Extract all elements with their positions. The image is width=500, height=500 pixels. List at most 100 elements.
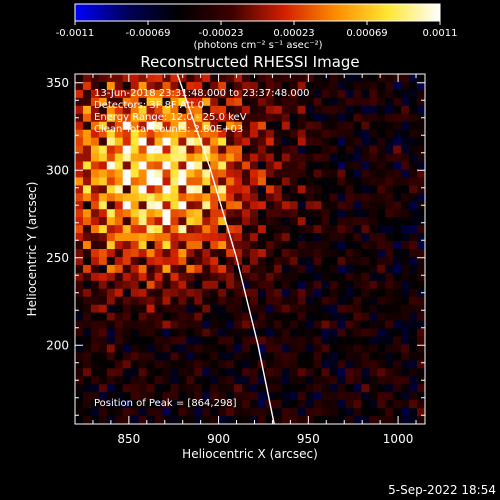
heatmap-cell — [297, 344, 306, 353]
heatmap-cell — [289, 384, 299, 393]
heatmap-cell — [393, 376, 402, 385]
heatmap-cell — [106, 264, 116, 274]
heatmap-cell — [242, 256, 251, 266]
heatmap-cell — [226, 360, 235, 369]
heatmap-cell — [234, 376, 243, 385]
heatmap-cell — [202, 241, 211, 250]
heatmap-cell — [234, 352, 243, 361]
heatmap-cell — [297, 193, 306, 202]
heatmap-cell — [218, 193, 227, 202]
heatmap-cell — [337, 352, 346, 361]
heatmap-cell — [369, 121, 378, 130]
heatmap-cell — [178, 264, 187, 274]
heatmap-cell — [417, 416, 425, 424]
heatmap-cell — [106, 328, 116, 337]
heatmap-cell — [257, 113, 267, 123]
heatmap-cell — [138, 137, 147, 146]
heatmap-cell — [353, 288, 362, 298]
heatmap-cell — [114, 384, 124, 393]
heatmap-cell — [393, 320, 402, 329]
heatmap-cell — [90, 129, 100, 138]
heatmap-cell — [273, 153, 283, 162]
heatmap-cell — [257, 241, 267, 250]
heatmap-cell — [106, 193, 116, 202]
heatmap-cell — [313, 97, 322, 107]
heatmap-cell — [130, 249, 139, 258]
heatmap-cell — [122, 296, 131, 305]
heatmap-cell — [313, 344, 322, 353]
heatmap-cell — [353, 368, 362, 377]
heatmap-cell — [170, 249, 179, 258]
heatmap-cell — [265, 241, 275, 250]
heatmap-cell — [417, 249, 425, 258]
heatmap-cell — [393, 360, 402, 369]
heatmap-cell — [281, 129, 291, 138]
heatmap-cell — [130, 193, 139, 202]
heatmap-cell — [162, 320, 171, 329]
heatmap-cell — [361, 328, 370, 337]
heatmap-cell — [138, 169, 147, 178]
heatmap-cell — [106, 145, 116, 154]
heatmap-cell — [202, 137, 211, 146]
heatmap-cell — [114, 360, 124, 369]
heatmap-cell — [218, 145, 227, 154]
heatmap-cell — [154, 209, 163, 218]
heatmap-cell — [361, 344, 370, 353]
heatmap-cell — [210, 288, 219, 298]
heatmap-cell — [130, 121, 139, 130]
heatmap-cell — [130, 272, 139, 282]
heatmap-cell — [369, 376, 378, 385]
heatmap-cell — [210, 137, 219, 146]
heatmap-cell — [289, 304, 299, 313]
heatmap-cell — [242, 137, 251, 146]
heatmap-cell — [162, 177, 171, 186]
heatmap-cell — [154, 97, 163, 107]
heatmap-cell — [401, 185, 410, 194]
heatmap-cell — [361, 74, 370, 83]
heatmap-cell — [162, 344, 171, 353]
heatmap-cell — [369, 74, 378, 83]
heatmap-cell — [409, 280, 418, 290]
heatmap-cell — [353, 400, 362, 409]
heatmap-cell — [202, 376, 211, 385]
heatmap-cell — [329, 360, 338, 369]
heatmap-cell — [170, 137, 179, 146]
heatmap-cell — [75, 233, 84, 242]
heatmap-cell — [202, 97, 211, 107]
heatmap-cell — [321, 296, 330, 305]
heatmap-cell — [218, 344, 227, 353]
heatmap-cell — [178, 272, 187, 282]
heatmap-cell — [377, 352, 386, 361]
heatmap-cell — [90, 336, 100, 345]
heatmap-cell — [234, 113, 243, 123]
heatmap-cell — [162, 272, 171, 282]
heatmap-cell — [321, 74, 330, 83]
heatmap-cell — [345, 320, 354, 329]
heatmap-cell — [329, 256, 338, 266]
heatmap-cell — [242, 217, 251, 226]
heatmap-cell — [122, 344, 131, 353]
heatmap-cell — [369, 360, 378, 369]
heatmap-cell — [226, 105, 235, 115]
heatmap-cell — [234, 153, 243, 162]
heatmap-cell — [130, 209, 139, 218]
heatmap-cell — [385, 97, 394, 107]
heatmap-cell — [337, 344, 346, 353]
heatmap-cell — [130, 368, 139, 377]
heatmap-cell — [162, 74, 171, 83]
heatmap-cell — [194, 360, 203, 369]
heatmap-cell — [202, 304, 211, 313]
heatmap-cell — [186, 400, 195, 409]
heatmap-cell — [417, 360, 425, 369]
heatmap-cell — [257, 376, 267, 385]
colorbar-tick-label: -0.0011 — [56, 28, 95, 39]
heatmap-cell — [281, 320, 291, 329]
heatmap-cell — [242, 161, 251, 170]
heatmap-cell — [242, 169, 251, 178]
heatmap-cell — [218, 209, 227, 218]
heatmap-cell — [393, 249, 402, 258]
heatmap-cell — [313, 312, 322, 321]
heatmap-cell — [289, 169, 299, 178]
heatmap-cell — [321, 344, 330, 353]
heatmap-cell — [257, 368, 267, 377]
